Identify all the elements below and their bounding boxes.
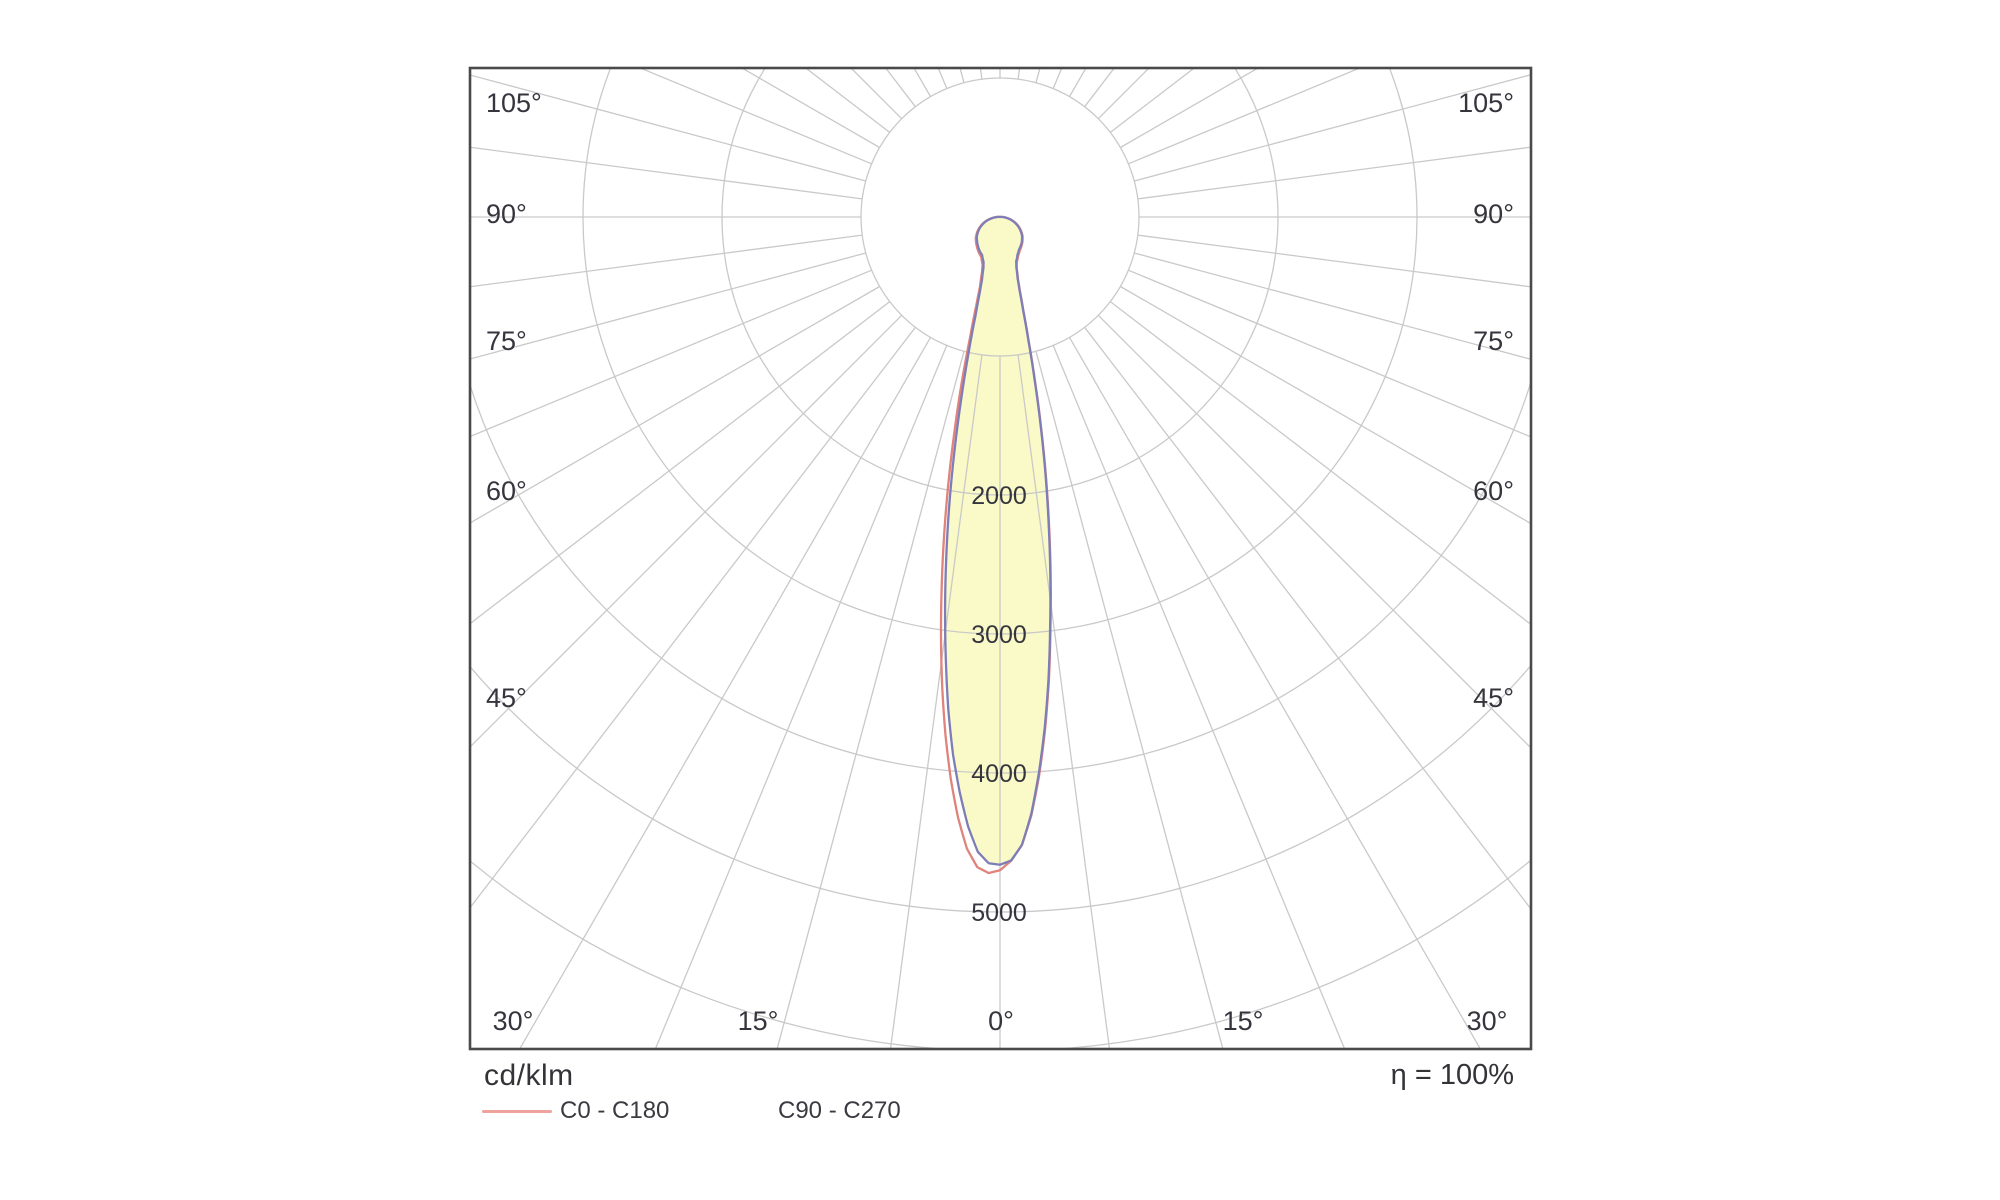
grid-radial-line xyxy=(518,337,932,1049)
grid-radial-line xyxy=(470,301,891,625)
legend-item-c0-c180: C0 - C180 xyxy=(482,1096,669,1126)
beam-fill xyxy=(945,216,1051,865)
grid-radial-line xyxy=(1120,285,1531,525)
curve-c90-c270 xyxy=(943,215,1052,866)
grid-radial-line xyxy=(470,252,866,360)
grid-radial-line xyxy=(776,351,965,1049)
angle-label-bottom-0: 30° xyxy=(493,1006,534,1036)
grid-radial-line xyxy=(1120,68,1260,149)
grid-radial-line xyxy=(889,354,983,1049)
grid-radial-line xyxy=(470,74,866,182)
angle-label-right-90: 90° xyxy=(1473,199,1514,229)
grid-radial-line xyxy=(1084,326,1531,911)
grid-radial-line xyxy=(1137,234,1531,288)
grid-radial-line xyxy=(1052,345,1346,1049)
efficiency-label: η = 100% xyxy=(1390,1059,1514,1091)
grid-radial-line xyxy=(1137,146,1531,200)
grid-radial-line xyxy=(470,314,903,748)
grid-radial-line xyxy=(913,68,932,97)
unit-label: cd/klm xyxy=(484,1059,574,1092)
legend-label-c90-c270: C90 - C270 xyxy=(778,1097,901,1124)
angle-label-left-60: 60° xyxy=(486,476,527,506)
angle-label-bottom-2: 0° xyxy=(988,1006,1014,1036)
grid-radial-line xyxy=(1017,354,1111,1049)
angle-label-bottom-1: 15° xyxy=(738,1006,779,1036)
angle-label-right-75: 75° xyxy=(1473,326,1514,356)
grid-radial-line xyxy=(850,68,903,120)
grid-radial-line xyxy=(470,146,863,200)
grid-radial-line xyxy=(1128,269,1531,438)
grid-radial-line xyxy=(1128,68,1362,165)
grid-radial-line xyxy=(884,68,916,108)
grid-radial-line xyxy=(470,269,872,438)
grid-radial-line xyxy=(1068,337,1482,1049)
grid-radial-line xyxy=(1097,68,1150,120)
grid-radial-line xyxy=(1134,74,1531,182)
grid-radial-line xyxy=(959,68,965,83)
legend-item-c90-c270: C90 - C270 xyxy=(700,1096,901,1126)
angle-label-right-45: 45° xyxy=(1473,683,1514,713)
legend-label-c0-c180: C0 - C180 xyxy=(560,1097,670,1124)
grid-radial-line xyxy=(470,285,880,524)
c90-c270-line-swatch xyxy=(700,1110,770,1113)
grid-radial-line xyxy=(1035,351,1224,1049)
angle-label-bottom-4: 30° xyxy=(1467,1006,1508,1036)
ring-label-4000: 4000 xyxy=(971,760,1027,788)
grid-radial-line xyxy=(1097,314,1531,749)
grid-radial-line xyxy=(1109,301,1531,626)
grid-radial-line xyxy=(470,234,863,288)
grid-radial-line xyxy=(1068,68,1087,97)
ring-label-5000: 5000 xyxy=(971,899,1027,927)
angle-label-left-45: 45° xyxy=(486,683,527,713)
grid-radial-line xyxy=(1134,252,1531,360)
grid-radial-line xyxy=(470,326,916,909)
angle-label-bottom-3: 15° xyxy=(1223,1006,1264,1036)
chart-frame xyxy=(468,66,1533,1051)
angle-label-left-90: 90° xyxy=(486,199,527,229)
c0-c180-line-swatch xyxy=(482,1109,552,1113)
ring-label-2000: 2000 xyxy=(971,482,1027,510)
grid-radial-line xyxy=(654,345,948,1049)
grid-radial-line xyxy=(638,68,872,165)
ring-label-3000: 3000 xyxy=(971,621,1027,649)
grid-radial-line xyxy=(740,68,880,149)
angle-label-right-105: 105° xyxy=(1458,88,1514,118)
angle-label-left-75: 75° xyxy=(486,326,527,356)
angle-label-right-60: 60° xyxy=(1473,476,1514,506)
grid-radial-line xyxy=(1035,68,1041,83)
grid-radial-line xyxy=(1084,68,1116,108)
angle-label-left-105: 105° xyxy=(486,88,542,118)
